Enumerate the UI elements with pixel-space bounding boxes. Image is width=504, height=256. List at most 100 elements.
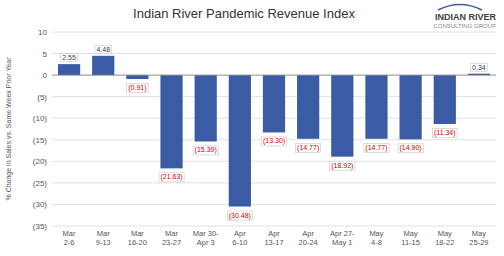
data-label: (18.92): [331, 162, 353, 170]
label-box: [227, 211, 252, 220]
data-label-group: (15.39): [193, 146, 218, 155]
label-box: [61, 54, 78, 62]
x-tick-line: May: [404, 229, 418, 238]
data-label: (13.30): [263, 137, 285, 145]
y-tick-label: (5): [37, 93, 47, 102]
grid-line: [52, 32, 496, 33]
x-tick-line: 23-27: [162, 238, 181, 247]
x-tick-line: Mar: [165, 229, 178, 238]
x-tick-line: May: [472, 229, 486, 238]
data-label-group: (21.63): [159, 173, 184, 182]
x-tick-label: Mar9-13: [96, 229, 111, 247]
y-tick-label: (30): [33, 200, 48, 209]
y-tick-label: (10): [33, 114, 48, 123]
logo-arc: [438, 5, 482, 11]
x-tick-line: Mar: [97, 229, 110, 238]
x-tick-line: May: [369, 229, 383, 238]
data-label-group: 2.55: [61, 54, 78, 62]
y-tick-label: 0: [43, 71, 48, 80]
label-box: [432, 128, 457, 137]
data-labels: 2.55 4.48 (0.91) (21.63) (15.39) (30.48) (13.3…: [61, 45, 488, 220]
y-tick-label: (25): [33, 179, 48, 188]
bar: [58, 64, 80, 75]
bar: [400, 75, 422, 139]
bar: [263, 75, 285, 132]
x-tick-label: May4-8: [369, 229, 383, 247]
x-tick-line: Mar: [131, 229, 144, 238]
y-tick-label: (15): [33, 136, 48, 145]
data-label: (14.77): [297, 144, 319, 152]
x-tick-line: 6-10: [232, 238, 247, 247]
bar: [92, 56, 114, 75]
data-label: 4.48: [96, 46, 110, 53]
data-label: 0.34: [472, 64, 486, 71]
x-tick-label: Apr 27-May 1: [330, 229, 355, 247]
x-tick-line: 25-29: [469, 238, 488, 247]
label-box: [95, 45, 112, 53]
bar: [229, 75, 251, 206]
label-box: [296, 143, 321, 152]
grid-line: [52, 161, 496, 162]
data-label: (30.48): [229, 212, 251, 220]
data-label: (0.91): [128, 84, 146, 92]
data-label: (14.77): [365, 144, 387, 152]
x-tick-line: 4-8: [371, 238, 382, 247]
x-tick-line: 11-15: [401, 238, 420, 247]
grid-line: [52, 204, 496, 205]
y-axis-label: % Change in Sales vs. Same Week Prior Ye…: [5, 57, 13, 201]
bar: [195, 75, 217, 141]
label-box: [330, 161, 355, 170]
x-tick-label: May25-29: [469, 229, 488, 247]
data-label-group: (30.48): [227, 211, 252, 220]
x-tick-line: 20-24: [299, 238, 318, 247]
x-tick-line: May 1: [332, 238, 352, 247]
y-tick-label: 5: [43, 50, 48, 59]
x-tick-label: Mar16-20: [128, 229, 147, 247]
x-tick-line: Mar: [63, 229, 76, 238]
bar: [365, 75, 387, 139]
x-tick-line: Mar 30-: [193, 229, 219, 238]
label-box: [261, 137, 286, 146]
x-tick-label: Mar 30-Apr 3: [193, 229, 219, 247]
x-tick-line: 2-6: [64, 238, 75, 247]
annotation: CONSULTING GROUP: [433, 23, 496, 29]
label-box: [193, 146, 218, 155]
annotation: INDIAN RIVER: [435, 12, 497, 22]
x-tick-label: Apr6-10: [232, 229, 247, 247]
y-tick-label: 10: [38, 28, 47, 37]
x-tick-label: May18-22: [435, 229, 454, 247]
x-axis: Mar2-6Mar9-13Mar16-20Mar23-27Mar 30-Apr …: [63, 229, 489, 247]
x-tick-line: May: [438, 229, 452, 238]
label-box: [398, 144, 423, 153]
data-label-group: (11.34): [432, 128, 457, 137]
y-tick-label: (20): [33, 157, 48, 166]
label-box: [364, 143, 389, 152]
x-tick-line: Apr: [302, 229, 314, 238]
bar: [297, 75, 319, 139]
data-label-group: (14.77): [296, 143, 321, 152]
x-tick-line: Apr: [268, 229, 280, 238]
grid: [52, 32, 496, 226]
data-label: (11.34): [434, 129, 456, 137]
data-label: (14.90): [400, 144, 422, 152]
data-label-group: (0.91): [127, 84, 148, 93]
bars: [58, 56, 490, 207]
x-tick-line: 13-17: [264, 238, 283, 247]
bar: [160, 75, 182, 168]
data-label-group: (14.90): [398, 144, 423, 153]
grid-line: [52, 75, 496, 76]
x-tick-line: Apr 27-: [330, 229, 355, 238]
label-box: [127, 84, 148, 93]
x-tick-label: Mar2-6: [63, 229, 76, 247]
data-label-group: 0.34: [471, 63, 488, 71]
label-box: [471, 63, 488, 71]
logo: INDIAN RIVERCONSULTING GROUP: [433, 5, 496, 30]
x-tick-line: 16-20: [128, 238, 147, 247]
y-axis: 1050(5)(10)(15)(20)(25)(30)(35): [33, 28, 48, 231]
bar: [331, 75, 353, 157]
data-label: (15.39): [195, 146, 217, 154]
title: Indian River Pandemic Revenue Index: [133, 6, 355, 21]
bar: [126, 75, 148, 79]
grid-line: [52, 226, 496, 227]
grid-line: [52, 182, 496, 183]
